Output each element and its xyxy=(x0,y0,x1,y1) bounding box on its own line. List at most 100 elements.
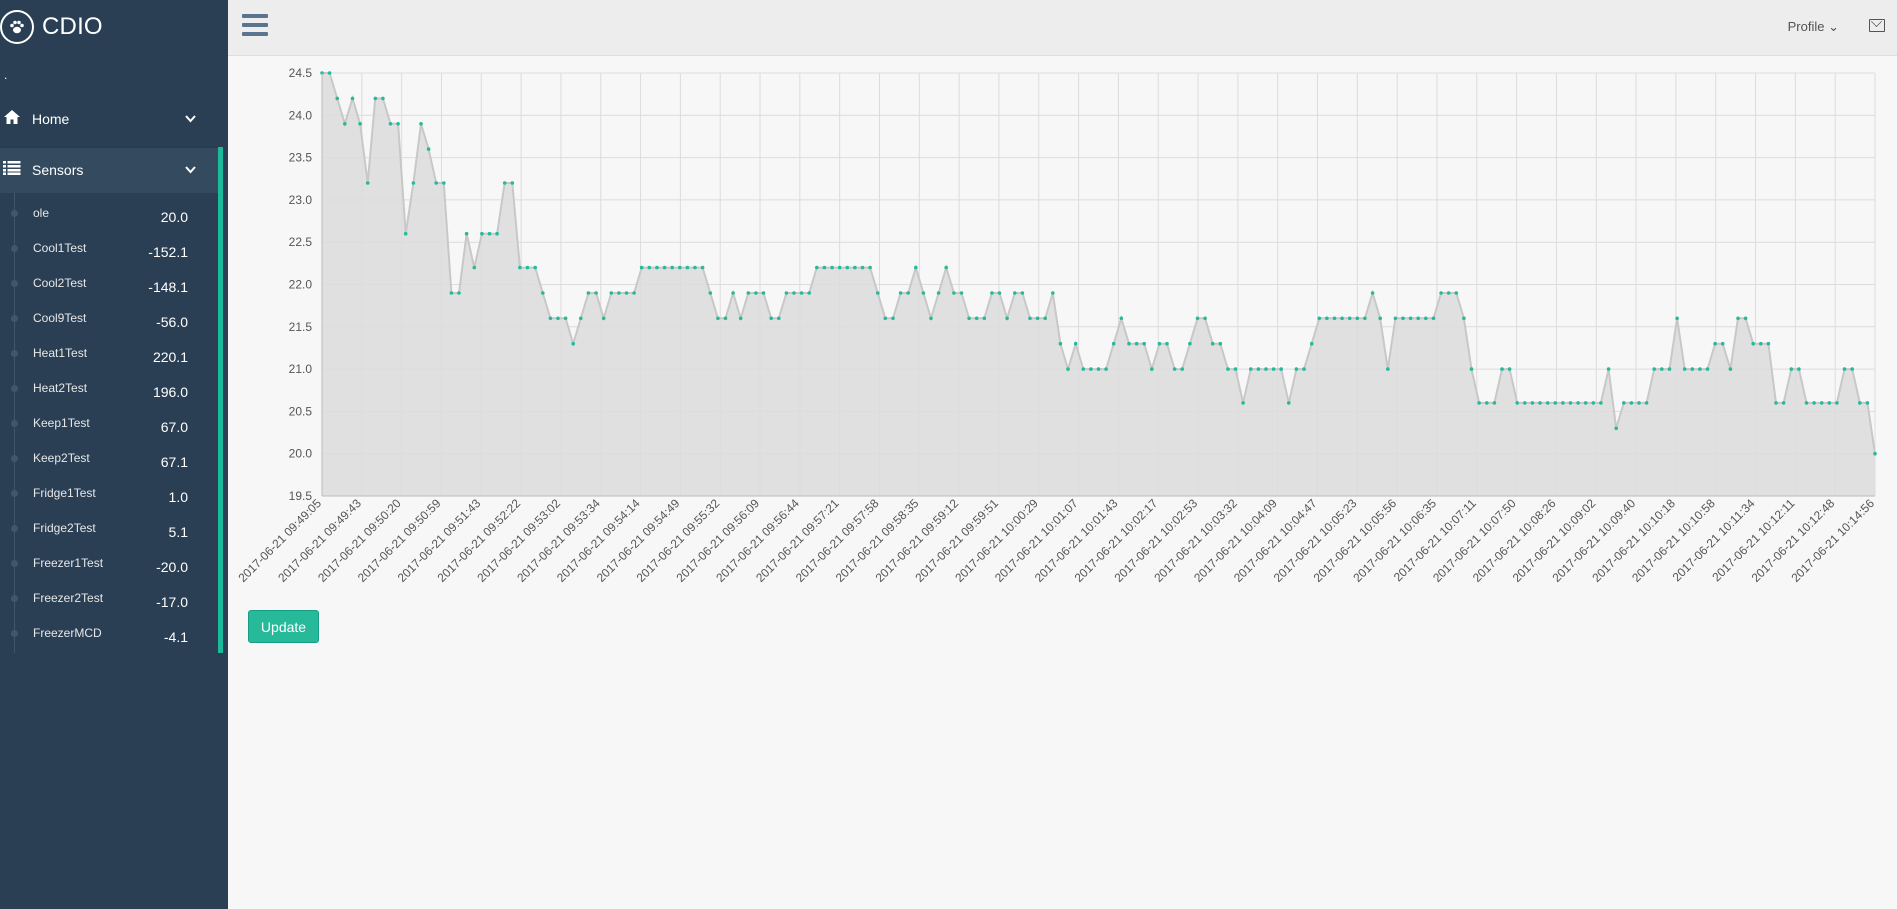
data-point xyxy=(1005,317,1009,321)
sensor-name: Fridge2Test xyxy=(33,521,96,535)
sensor-item[interactable]: Freezer2Test -17.0 xyxy=(0,578,218,613)
data-point xyxy=(1051,291,1055,295)
data-point xyxy=(541,291,545,295)
data-point xyxy=(686,266,690,270)
update-button[interactable]: Update xyxy=(248,610,319,643)
y-tick-label: 22.0 xyxy=(289,278,313,292)
data-point xyxy=(1584,401,1588,405)
data-point xyxy=(1561,401,1565,405)
data-point xyxy=(1660,367,1664,371)
data-point xyxy=(937,291,941,295)
data-point xyxy=(1310,342,1314,346)
data-point xyxy=(929,317,933,321)
data-point xyxy=(564,317,568,321)
brand[interactable]: CDIO xyxy=(0,0,228,54)
envelope-icon[interactable] xyxy=(1869,19,1885,32)
data-point xyxy=(998,291,1002,295)
sensor-item[interactable]: Heat2Test 196.0 xyxy=(0,368,218,403)
data-point xyxy=(807,291,811,295)
sensor-item[interactable]: Cool2Test -148.1 xyxy=(0,263,218,298)
data-point xyxy=(1203,317,1207,321)
data-point xyxy=(701,266,705,270)
data-point xyxy=(1592,401,1596,405)
data-point xyxy=(1371,291,1375,295)
data-point xyxy=(1302,367,1306,371)
nav-sensors[interactable]: Sensors xyxy=(0,147,223,193)
data-point xyxy=(1546,401,1550,405)
sensor-item[interactable]: Fridge1Test 1.0 xyxy=(0,473,218,508)
data-point xyxy=(1188,342,1192,346)
data-point xyxy=(906,291,910,295)
data-point xyxy=(503,181,507,185)
bullet-icon xyxy=(11,455,18,462)
sensor-item[interactable]: Heat1Test 220.1 xyxy=(0,333,218,368)
data-point xyxy=(549,317,553,321)
data-point xyxy=(1196,317,1200,321)
data-point xyxy=(1127,342,1131,346)
data-point xyxy=(488,232,492,236)
sensor-value: 196.0 xyxy=(153,384,188,400)
data-point xyxy=(442,181,446,185)
y-tick-label: 23.0 xyxy=(289,193,313,207)
data-point xyxy=(1272,367,1276,371)
data-point xyxy=(663,266,667,270)
data-point xyxy=(1013,291,1017,295)
y-tick-label: 21.5 xyxy=(289,320,313,334)
list-icon xyxy=(0,161,24,180)
sensor-value: -4.1 xyxy=(164,629,188,645)
data-point xyxy=(1074,342,1078,346)
sensor-item[interactable]: Cool9Test -56.0 xyxy=(0,298,218,333)
data-point xyxy=(1333,317,1337,321)
data-point xyxy=(1318,317,1322,321)
data-point xyxy=(1059,342,1063,346)
bullet-icon xyxy=(11,315,18,322)
data-point xyxy=(1812,401,1816,405)
data-point xyxy=(1698,367,1702,371)
data-point xyxy=(1356,317,1360,321)
data-point xyxy=(1279,367,1283,371)
data-point xyxy=(990,291,994,295)
top-navbar: Profile ⌄ xyxy=(228,0,1897,56)
data-point xyxy=(785,291,789,295)
sensor-item[interactable]: Freezer1Test -20.0 xyxy=(0,543,218,578)
sensor-item[interactable]: FreezerMCD -4.1 xyxy=(0,613,218,648)
y-tick-label: 20.0 xyxy=(289,447,313,461)
sensor-item[interactable]: Cool1Test -152.1 xyxy=(0,228,218,263)
data-point xyxy=(960,291,964,295)
data-point xyxy=(777,317,781,321)
data-point xyxy=(1424,317,1428,321)
sensor-item[interactable]: Keep1Test 67.0 xyxy=(0,403,218,438)
data-point xyxy=(1378,317,1382,321)
data-point xyxy=(1637,401,1641,405)
data-point xyxy=(1751,342,1755,346)
nav-home-label: Home xyxy=(32,111,69,127)
sensor-item[interactable]: Keep2Test 67.1 xyxy=(0,438,218,473)
data-point xyxy=(1112,342,1116,346)
data-point xyxy=(518,266,522,270)
data-point xyxy=(1858,401,1862,405)
sensor-item[interactable]: ole 20.0 xyxy=(0,193,218,228)
data-point xyxy=(1531,401,1535,405)
data-point xyxy=(1850,367,1854,371)
data-point xyxy=(1409,317,1413,321)
data-point xyxy=(846,266,850,270)
data-point xyxy=(579,317,583,321)
data-point xyxy=(396,122,400,126)
data-point xyxy=(1729,367,1733,371)
hamburger-menu-icon[interactable] xyxy=(242,14,268,38)
data-point xyxy=(526,266,530,270)
data-point xyxy=(358,122,362,126)
data-point xyxy=(419,122,423,126)
data-point xyxy=(1630,401,1634,405)
data-point xyxy=(853,266,857,270)
sensor-item[interactable]: Fridge2Test 5.1 xyxy=(0,508,218,543)
y-tick-label: 23.5 xyxy=(289,151,313,165)
data-point xyxy=(1021,291,1025,295)
data-point xyxy=(1805,401,1809,405)
data-point xyxy=(1036,317,1040,321)
data-point xyxy=(1439,291,1443,295)
profile-dropdown[interactable]: Profile ⌄ xyxy=(1788,19,1839,35)
data-point xyxy=(1043,317,1047,321)
data-point xyxy=(1554,401,1558,405)
nav-home[interactable]: Home xyxy=(0,96,228,142)
